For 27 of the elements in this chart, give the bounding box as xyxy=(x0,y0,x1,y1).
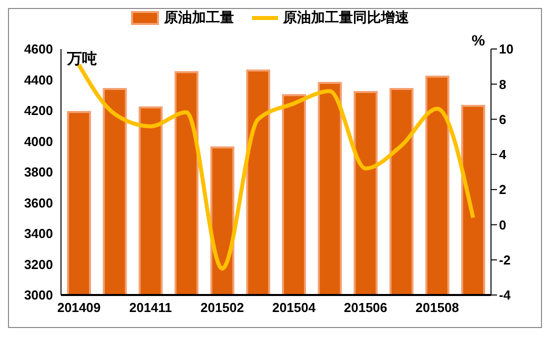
y-tick-label: 4200 xyxy=(24,103,53,118)
y2-tick-label: -4 xyxy=(499,288,512,303)
y-tick-label: 3600 xyxy=(24,195,53,210)
y-tick-label: 3800 xyxy=(24,164,53,180)
x-tick-label: 201504 xyxy=(272,300,316,316)
legend-label: 原油加工量 xyxy=(164,9,234,27)
y-tick-label: 3400 xyxy=(24,226,53,242)
y2-tick-label: 8 xyxy=(499,76,506,92)
y2-axis-title: % xyxy=(472,32,485,50)
y2-tick-label: 0 xyxy=(499,217,506,232)
y-tick-label: 4400 xyxy=(24,72,53,88)
y2-tick-label: 6 xyxy=(499,112,506,127)
y2-tick-label: 4 xyxy=(499,147,507,162)
x-tick-label: 201508 xyxy=(416,300,459,316)
y-tick-label: 4600 xyxy=(24,42,53,57)
x-tick-label: 201409 xyxy=(57,300,101,316)
x-tick-label: 201502 xyxy=(200,300,244,316)
x-tick-label: 201506 xyxy=(344,300,388,316)
x-tick-label: 201411 xyxy=(129,300,172,316)
y-axis-title: 万吨 xyxy=(66,50,97,68)
y2-tick-label: 2 xyxy=(499,182,506,198)
legend-label: 原油加工量同比增速 xyxy=(283,9,409,27)
y2-tick-label: 10 xyxy=(499,42,514,57)
y2-tick-label: -2 xyxy=(499,252,511,268)
y-tick-label: 3000 xyxy=(24,288,53,303)
y-tick-label: 4000 xyxy=(24,134,53,149)
y-tick-label: 3200 xyxy=(24,256,53,272)
